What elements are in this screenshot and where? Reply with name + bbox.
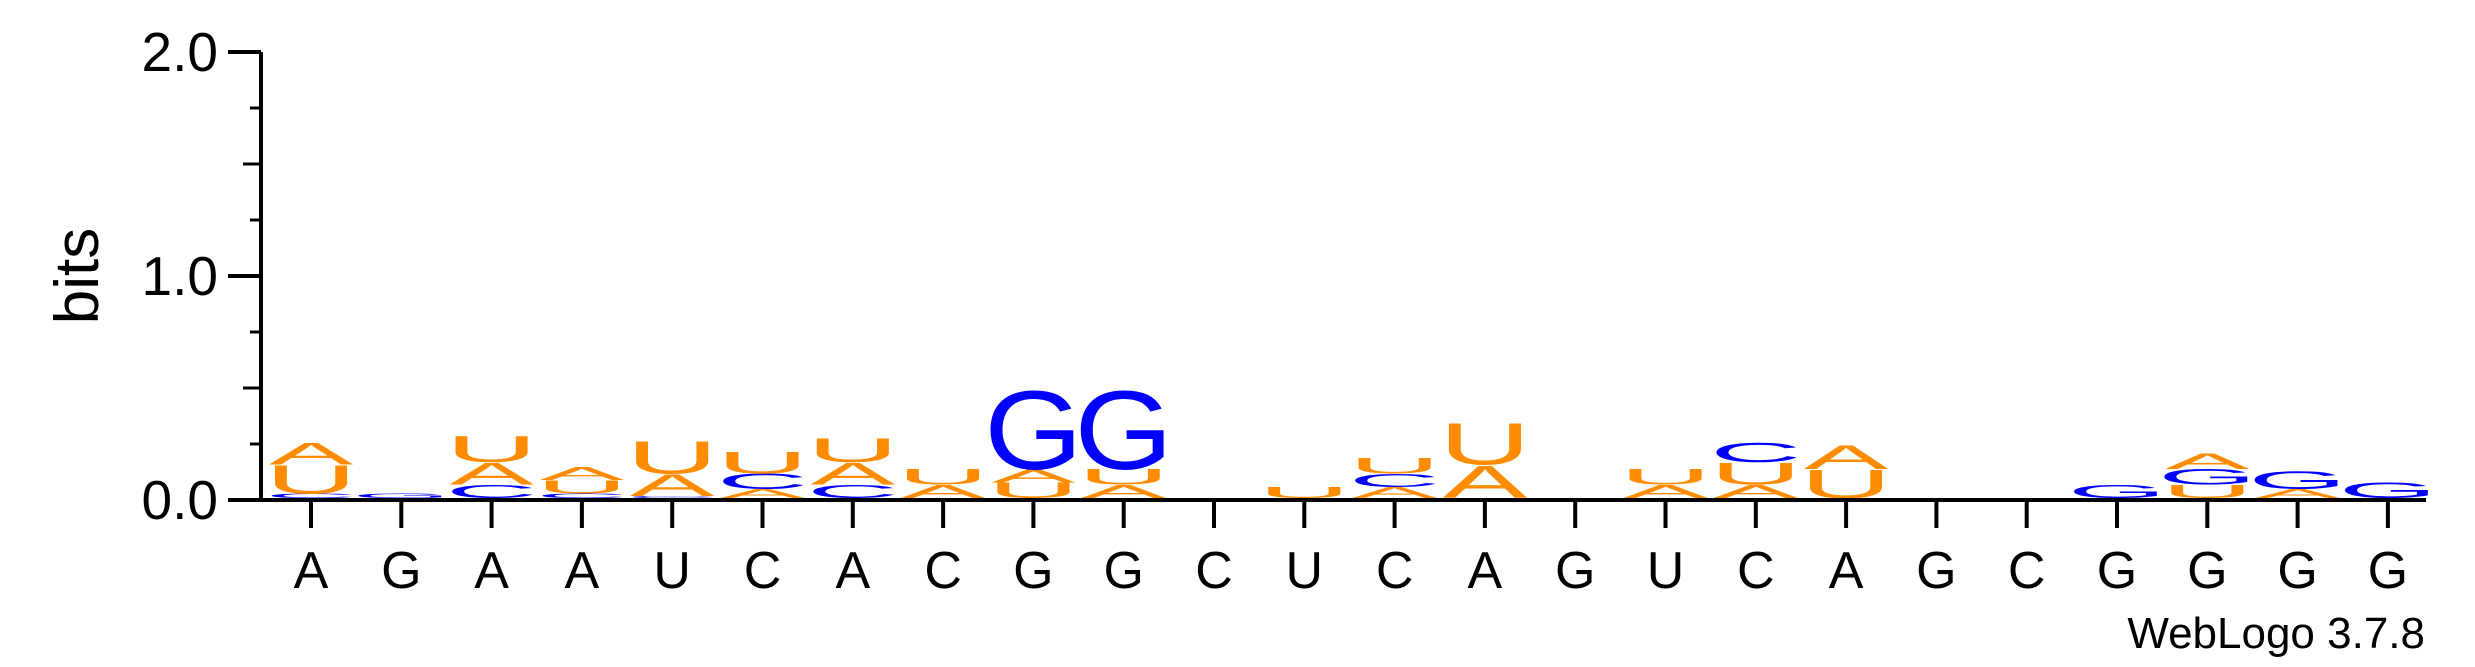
x-tick-label: A [1468,542,1503,600]
y-tick-label: 0.0 [142,469,218,531]
x-tick-label: G [2277,542,2317,600]
logo-letter-G: G [2248,467,2347,495]
logo-letter-A: A [1352,484,1438,501]
x-tick-label: G [1103,542,1143,600]
x-tick-label: C [2008,542,2046,600]
x-tick-label: G [1013,542,1053,600]
x-tick-label: G [1555,542,1595,600]
x-tick-label: U [1286,542,1324,600]
logo-letter-U: U [536,477,628,498]
x-tick-label: A [1829,542,1864,600]
y-tick-label: 1.0 [142,245,218,307]
x-tick-label: C [1737,542,1775,600]
logo-letter-A: A [810,456,895,491]
x-tick-label: C [1195,542,1233,600]
x-tick-label: U [653,542,691,600]
x-tick-label: A [565,542,600,600]
logo-letter-C: C [1710,437,1802,468]
logo-letter-C: C [265,492,357,499]
x-tick-label: G [2368,542,2408,600]
logo-letter-U: U [807,431,899,469]
logo-letter-C: C [807,481,899,502]
x-tick-label: G [2187,542,2227,600]
x-tick-label: C [924,542,962,600]
logo-letter-A: A [2255,487,2340,501]
logo-letter-C: C [446,481,538,502]
logo-letter-C: C [717,470,809,494]
logo-letter-U: U [717,445,809,480]
logo-letter-C: C [1349,470,1441,491]
logo-letter-A: A [1623,481,1708,502]
logo-letter-G: G [984,369,1083,493]
y-axis-label: bits [43,228,112,324]
x-tick-label: C [744,542,782,600]
y-ticks: 0.0 1.0 2.0 [142,21,261,531]
x-tick-label: G [1916,542,1956,600]
logo-letter-G: G [1074,369,1173,493]
logo-letter-A: A [540,463,625,484]
x-tick-label: U [1647,542,1685,600]
logo-letter-C: C [536,492,628,499]
logo-letter-U: U [1439,411,1531,477]
logo-letter-U: U [2161,481,2253,502]
x-tick-label: G [381,542,421,600]
logo-letter-A: A [901,481,986,502]
logo-letter-U: U [626,431,718,483]
logo-letter-U: U [897,465,989,489]
logo-letter-G: G [352,492,451,499]
x-tick-label: A [835,542,870,600]
logo-letter-A: A [2165,449,2250,473]
logo-letter-U: U [1620,465,1712,489]
axes [259,52,2426,502]
logo-letter-A: A [449,456,534,491]
x-tick-label: A [294,542,329,600]
logo-letter-G: G [2068,481,2167,502]
logo-letter-A: A [269,436,354,471]
logo-letter-U: U [1258,484,1350,501]
logo-letter-A: A [1804,438,1889,476]
logo-letter-U: U [446,428,538,470]
logo-letter-A: A [991,466,1076,487]
logo-letter-U: U [1078,465,1170,489]
logo-letter-A: A [1081,481,1166,502]
logo-letter-G: G [2158,465,2257,489]
x-tick-label: A [474,542,509,600]
logo-letter-C: C [626,495,718,498]
logo-letter-U: U [1349,454,1441,478]
logo-letter-A: A [630,467,715,502]
weblogo-footer: WebLogo 3.7.8 [2127,609,2425,658]
logo-letter-U: U [1710,456,1802,491]
logo-letter-A: A [1713,481,1798,502]
x-tick-label: G [2097,542,2137,600]
x-tick-label: C [1376,542,1414,600]
logo-letter-U: U [265,457,357,502]
y-tick-label: 2.0 [142,21,218,83]
logo-letter-A: A [720,487,805,501]
